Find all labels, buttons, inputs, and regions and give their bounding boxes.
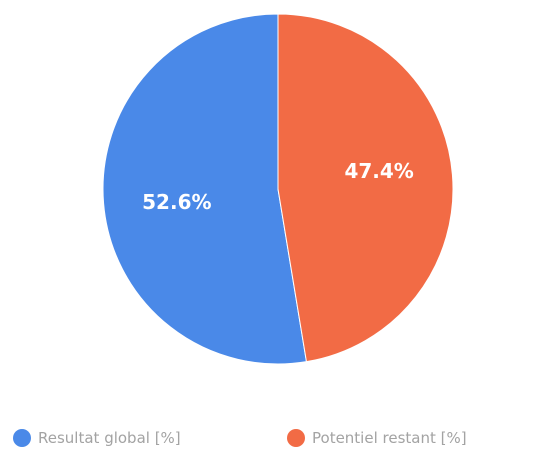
legend-item-2[interactable]: Potentiel restant [%] [287, 429, 467, 447]
legend: Resultat global [%] Potentiel restant [%] [13, 429, 467, 447]
pie-slice-1[interactable] [102, 13, 308, 365]
slice-data-label-2: 47.4% [344, 159, 413, 183]
legend-label-1: Resultat global [%] [38, 429, 181, 447]
pie-slice-labels: 52.6% 47.4% [142, 159, 414, 214]
legend-swatch-1 [13, 429, 31, 447]
legend-item-1[interactable]: Resultat global [%] [13, 429, 181, 447]
pie-slices [102, 13, 454, 365]
legend-label-2: Potentiel restant [%] [312, 429, 467, 447]
slice-data-label-1: 52.6% [142, 190, 211, 214]
legend-swatch-2 [287, 429, 305, 447]
pie-slice-2[interactable] [277, 13, 454, 363]
